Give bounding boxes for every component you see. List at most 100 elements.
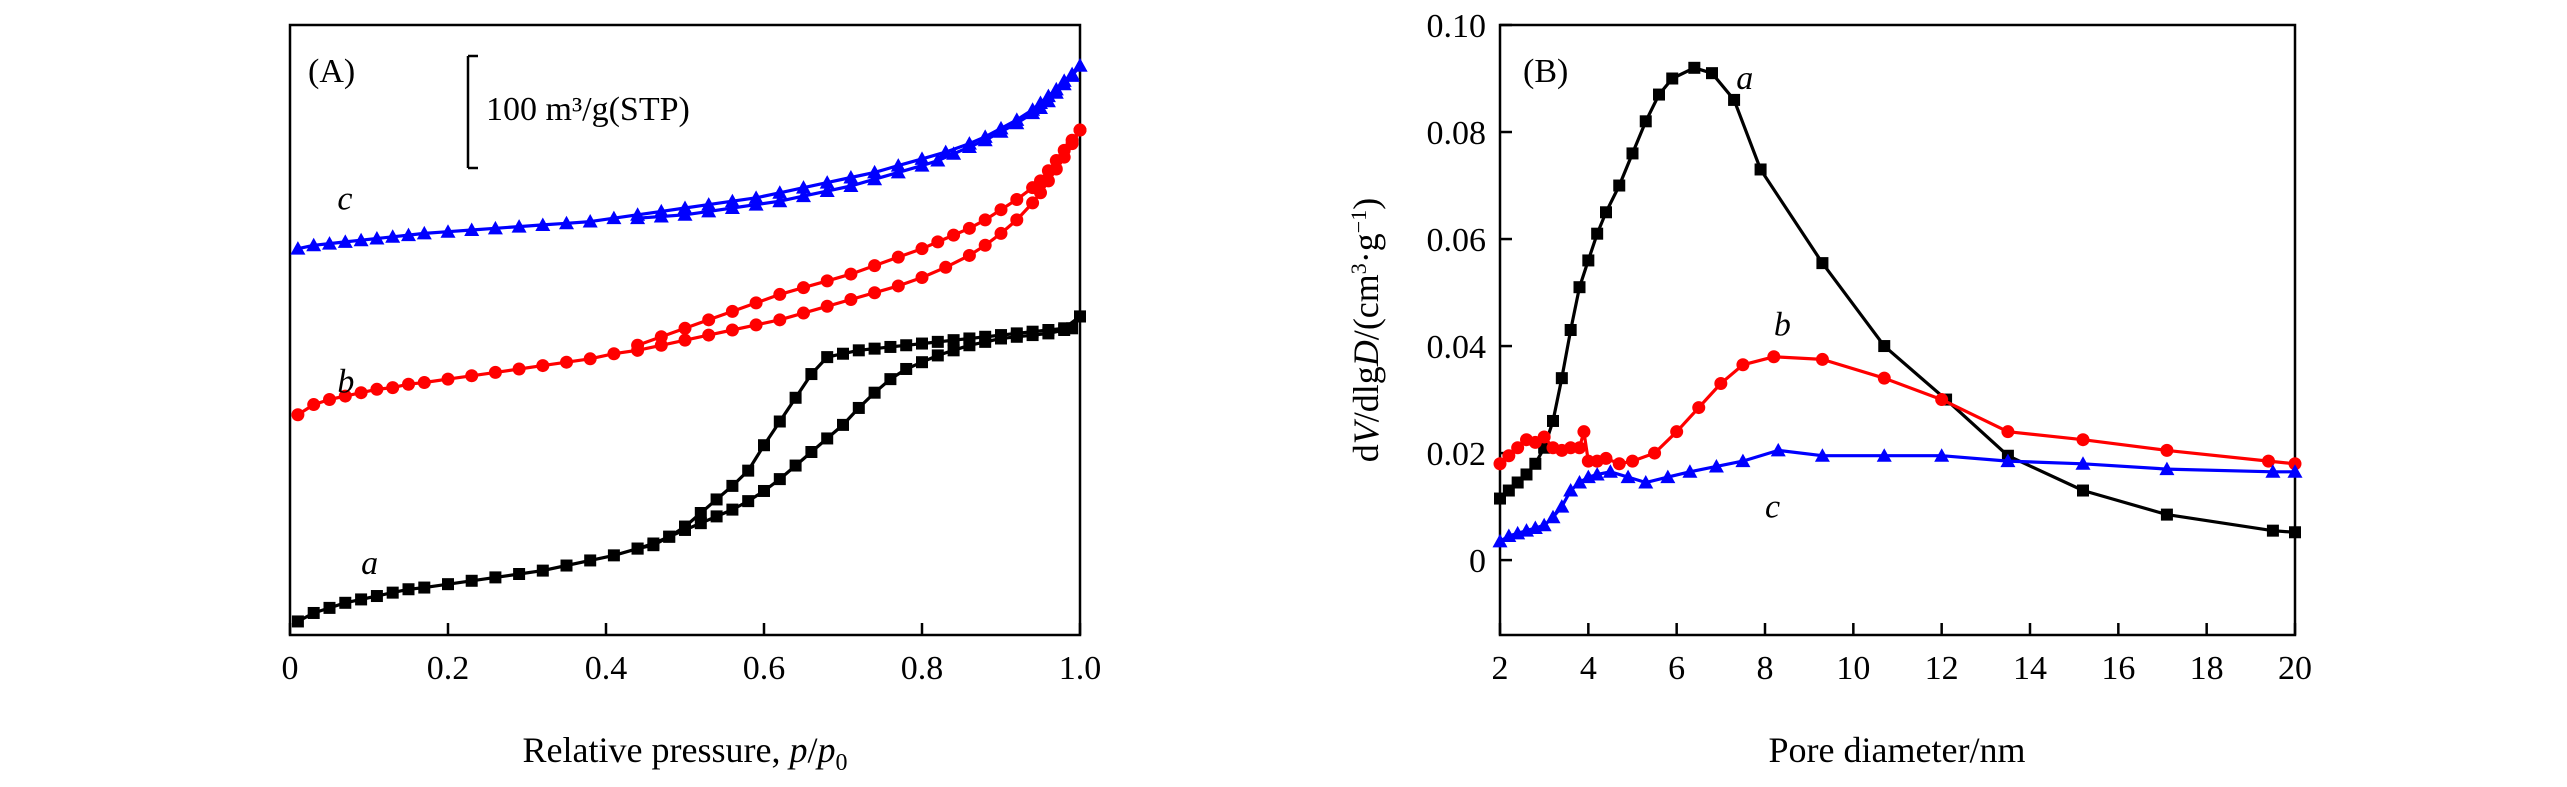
series-b-ads-point — [417, 376, 431, 390]
panel-a-frame — [288, 23, 1082, 637]
series-c-ads-point — [748, 190, 764, 204]
series-a-des-point — [742, 464, 755, 477]
series-b-des-point — [749, 296, 763, 310]
series-b-des-point — [994, 203, 1008, 217]
scale-bar-label: 100 m³/g(STP) — [486, 91, 690, 128]
series-a-des-point — [1010, 327, 1023, 340]
series-c-point — [1708, 458, 1724, 473]
panel-a: (A) 100 m³/g(STP) 0 0.2 0.4 0.6 0.8 1.0 a b c R… — [282, 23, 1102, 776]
series-a-des-point — [963, 332, 976, 345]
x-tick-label-3: 8 — [1757, 650, 1774, 687]
series-b-des-point — [1010, 193, 1024, 207]
series-a-point — [1529, 457, 1542, 470]
series-b-des-point — [1057, 143, 1071, 157]
series-a-des-point — [995, 329, 1007, 342]
series-c-ads-point — [337, 234, 353, 248]
series-a-ads-point — [694, 517, 707, 530]
x-tick-label-6: 14 — [2013, 650, 2047, 687]
series-b-ads-point — [1010, 213, 1024, 227]
series-c-point — [1876, 448, 1892, 462]
series-a-ads-point — [742, 495, 755, 508]
series-c-des-point — [1025, 105, 1041, 120]
series-a-ads-point — [916, 356, 928, 369]
series-b-ads-point — [725, 323, 739, 337]
series-b-des-point — [820, 274, 834, 288]
series-b-des-point — [797, 281, 810, 295]
series-a-point — [1878, 340, 1891, 353]
series-c-des-point — [1040, 93, 1056, 108]
series-c-des-point — [701, 203, 717, 218]
x-tick-label-5: 1.0 — [1059, 650, 1102, 687]
series-a-point — [1613, 179, 1626, 192]
series-c-point — [1735, 453, 1751, 468]
series-b-des-point — [947, 228, 961, 242]
series-b-des-point — [962, 221, 976, 235]
series-c-point — [2000, 453, 2016, 468]
series-a-des-point — [631, 542, 644, 555]
series-a-ads-point — [513, 568, 526, 580]
series-c-point — [1638, 475, 1654, 489]
series-c-des-point — [1064, 68, 1080, 82]
series-c-point — [1554, 499, 1570, 513]
x-tick-label-0: 2 — [1492, 650, 1509, 687]
series-a-point — [2266, 524, 2279, 537]
x-tick-label-4: 10 — [1836, 650, 1870, 687]
panel-b-curve-labels: a b c — [1736, 60, 1791, 525]
series-a-des-point — [979, 330, 992, 343]
series-b-des-point — [1026, 181, 1040, 195]
series-b-ads-point — [702, 328, 716, 342]
series-a-des-point — [710, 493, 723, 506]
series-c-ads-point — [322, 236, 337, 250]
series-a-point — [2289, 526, 2301, 539]
series-a-point — [1582, 254, 1595, 267]
y-title-unit-g: ·g — [1346, 233, 1386, 263]
curve-label-a: a — [1736, 60, 1753, 97]
y-tick-label-5: 0.10 — [1427, 8, 1487, 45]
series-a-des-point — [679, 520, 691, 533]
series-a-point — [2160, 508, 2173, 521]
series-c-des-point — [961, 139, 977, 153]
series-c-ads-point — [535, 217, 551, 231]
series-b-des-point — [1041, 164, 1055, 178]
series-c-des-point — [914, 158, 930, 172]
series-b-des-point — [891, 250, 905, 264]
panel-a-x-axis-title: Relative pressure, p/p0 — [523, 730, 848, 776]
series-a-point — [1728, 93, 1741, 106]
series-c-ads-point — [819, 175, 835, 189]
series-a-des-point — [821, 351, 834, 364]
series-b-des-point — [678, 321, 692, 335]
series-b-ads-point — [773, 313, 787, 327]
series-b-ads-point — [338, 389, 352, 403]
series-a-ads-point — [489, 571, 502, 584]
series-a-des-point — [663, 530, 676, 543]
series-c-des-point — [819, 183, 835, 198]
series-b-ads-point — [583, 352, 597, 366]
series-b-des-point — [631, 338, 645, 352]
series-a-ads-point — [805, 446, 818, 458]
series-b-adsorption-line — [297, 129, 1082, 417]
series-b-point — [1537, 430, 1551, 444]
series-a-ads-point — [868, 386, 881, 399]
series-b-point — [1648, 446, 1662, 460]
series-c-point — [1660, 469, 1676, 484]
series-a-ads-point — [607, 549, 620, 562]
series-c-ads-point — [511, 219, 527, 233]
series-a-ads-point — [442, 578, 454, 591]
series-a-point — [2077, 484, 2089, 497]
x-tick-label-3: 0.6 — [743, 650, 786, 687]
series-c-point — [1814, 448, 1830, 462]
series-c-ads-point — [487, 220, 503, 235]
series-b-point — [1502, 449, 1516, 463]
series-c-ads-point — [401, 227, 416, 242]
series-b-ads-point — [307, 398, 321, 412]
series-a-des-point — [1058, 322, 1071, 335]
series-c-point — [1934, 448, 1950, 462]
series-b-ads-point — [939, 260, 953, 274]
curve-label-c: c — [337, 181, 352, 218]
series-b-point — [1626, 454, 1639, 468]
y-tick-label-1: 0.02 — [1427, 436, 1487, 473]
series-a-ads-point — [789, 459, 802, 472]
series-b-ads-point — [560, 355, 573, 369]
series-a-des-point — [773, 415, 786, 428]
y-title-lg: lg — [1346, 366, 1386, 394]
